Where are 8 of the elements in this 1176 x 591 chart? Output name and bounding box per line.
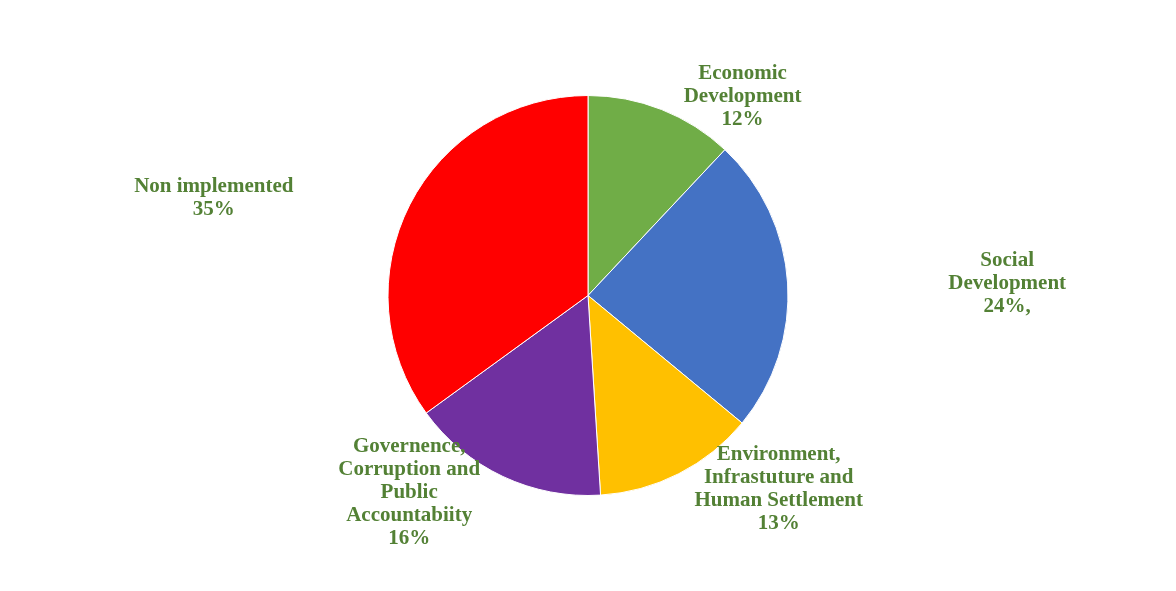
data-label: 12% bbox=[721, 106, 764, 131]
data-label: 13% bbox=[757, 509, 800, 534]
slice-label: Non implemented bbox=[134, 173, 294, 198]
slice-label: Economic Development bbox=[683, 60, 802, 108]
slice-label: Environment, Infrastuture and Human Settlement bbox=[694, 440, 863, 511]
slice-label: Social Development bbox=[948, 246, 1067, 294]
data-label: 16% bbox=[388, 524, 431, 549]
data-label: 35% bbox=[192, 196, 235, 221]
